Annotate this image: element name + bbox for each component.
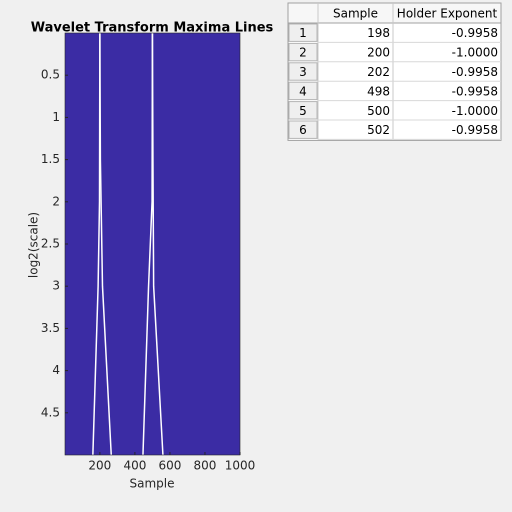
table-cell: -0.9958	[452, 84, 498, 98]
y-tick-label: 1.5	[41, 152, 60, 166]
row-label: 1	[299, 26, 307, 40]
x-axis-label: Sample	[130, 477, 175, 491]
table-cell: -1.0000	[452, 104, 498, 118]
y-tick-label: 4	[52, 363, 60, 377]
y-tick-label: 4.5	[41, 405, 60, 419]
table-cell: 500	[367, 104, 390, 118]
table-cell: -0.9958	[452, 123, 498, 137]
column-header: Sample	[333, 7, 378, 21]
table-cell: 498	[367, 84, 390, 98]
row-header	[288, 101, 318, 120]
table-cell: 202	[367, 65, 390, 79]
y-tick-label: 3	[52, 279, 60, 293]
x-tick-label: 400	[123, 459, 146, 473]
table-cell: 198	[367, 26, 390, 40]
row-header	[288, 81, 318, 101]
plot-frame	[64, 32, 241, 456]
maxima-line	[99, 32, 112, 456]
x-tick-label: 200	[88, 459, 111, 473]
table-background	[287, 2, 502, 141]
row-label: 6	[299, 123, 307, 137]
table-cell: 200	[367, 46, 390, 60]
y-tick-label: 2.5	[41, 237, 60, 251]
y-tick-label: 1	[52, 110, 60, 124]
x-tick-label: 1000	[225, 459, 256, 473]
column-header: Holder Exponent	[397, 7, 498, 21]
y-tick-label: 2	[52, 194, 60, 208]
y-tick-label: 3.5	[41, 321, 60, 335]
maxima-line	[151, 32, 164, 456]
row-label: 2	[299, 46, 307, 60]
row-label: 4	[299, 84, 307, 98]
table-header-row	[287, 2, 502, 24]
row-header	[288, 120, 318, 139]
x-tick-label: 600	[158, 459, 181, 473]
y-axis-label: log2(scale)	[27, 212, 41, 278]
y-tick-label: 0.5	[41, 68, 60, 82]
table-cell: -0.9958	[452, 26, 498, 40]
table-cell: -0.9958	[452, 65, 498, 79]
table-cell: -1.0000	[452, 46, 498, 60]
table-cell: 502	[367, 123, 390, 137]
row-header	[288, 23, 318, 42]
row-label: 3	[299, 65, 307, 79]
chart-title: Wavelet Transform Maxima Lines	[31, 21, 274, 36]
row-label: 5	[299, 104, 307, 118]
x-tick-label: 800	[194, 459, 217, 473]
row-header	[288, 62, 318, 81]
row-header	[288, 42, 318, 62]
